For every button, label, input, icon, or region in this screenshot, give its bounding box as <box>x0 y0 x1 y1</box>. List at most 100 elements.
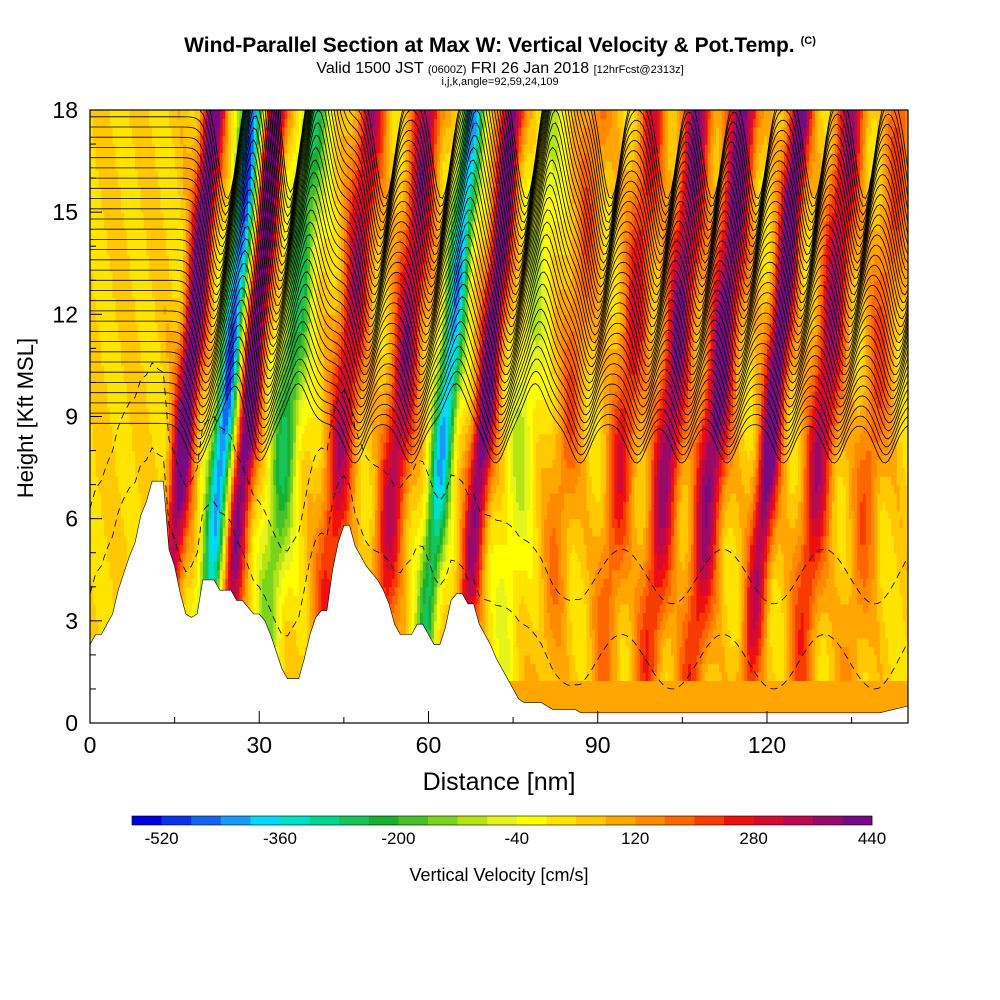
velocity-cell <box>245 552 249 562</box>
velocity-cell <box>152 220 156 230</box>
velocity-cell <box>138 280 142 290</box>
velocity-cell <box>143 118 147 128</box>
velocity-cell <box>132 391 136 401</box>
velocity-cell <box>216 552 221 562</box>
velocity-cell <box>98 178 102 188</box>
velocity-cell <box>98 493 102 503</box>
velocity-cell <box>188 220 193 230</box>
velocity-cell <box>121 416 125 426</box>
velocity-cell <box>126 263 131 273</box>
velocity-cell <box>177 433 181 443</box>
velocity-cell <box>92 620 97 630</box>
velocity-cell <box>202 110 207 120</box>
velocity-cell <box>98 544 102 554</box>
velocity-cell <box>202 322 207 332</box>
velocity-cell <box>270 186 274 196</box>
velocity-cell <box>208 391 212 401</box>
velocity-cell <box>157 467 162 477</box>
velocity-cell <box>149 322 153 332</box>
velocity-cell <box>259 501 263 511</box>
velocity-cell <box>146 339 150 349</box>
velocity-cell <box>109 399 114 409</box>
velocity-cell <box>222 493 226 503</box>
velocity-cell <box>205 195 209 205</box>
velocity-cell <box>109 127 114 137</box>
velocity-cell <box>200 476 204 486</box>
velocity-cell <box>174 408 178 418</box>
velocity-cell <box>166 356 170 366</box>
velocity-cell <box>239 467 243 477</box>
velocity-cell <box>194 493 198 503</box>
velocity-cell <box>225 408 229 418</box>
velocity-cell <box>121 135 125 145</box>
velocity-cell <box>228 518 232 528</box>
velocity-cell <box>174 220 178 230</box>
velocity-cell <box>95 297 99 307</box>
velocity-cell <box>259 195 263 205</box>
velocity-cell <box>188 110 193 120</box>
velocity-cell <box>135 135 139 145</box>
velocity-cell <box>200 433 204 443</box>
velocity-cell <box>154 391 159 401</box>
velocity-cell <box>281 467 286 477</box>
velocity-cell <box>239 331 243 341</box>
velocity-cell <box>222 348 226 358</box>
velocity-cell <box>101 569 105 579</box>
velocity-cell <box>118 314 122 324</box>
velocity-cell <box>129 127 133 137</box>
velocity-cell <box>90 391 94 401</box>
velocity-cell <box>264 297 269 307</box>
velocity-cell <box>118 127 122 137</box>
velocity-cell <box>200 305 204 315</box>
velocity-cell <box>106 356 111 366</box>
velocity-cell <box>180 271 184 281</box>
velocity-cell <box>236 178 241 188</box>
velocity-cell <box>121 450 125 460</box>
velocity-cell <box>279 612 283 622</box>
velocity-cell <box>177 425 181 435</box>
velocity-cell <box>171 510 176 520</box>
velocity-cell <box>106 578 111 588</box>
velocity-cell <box>248 314 252 324</box>
velocity-cell <box>279 518 283 528</box>
velocity-cell <box>191 322 195 332</box>
velocity-cell <box>146 442 150 452</box>
velocity-cell <box>121 339 125 349</box>
velocity-cell <box>95 373 99 383</box>
velocity-cell <box>233 348 238 358</box>
velocity-cell <box>267 442 272 452</box>
velocity-cell <box>185 484 190 494</box>
velocity-cell <box>214 416 218 426</box>
velocity-cell <box>233 476 238 486</box>
velocity-cell <box>154 322 159 332</box>
velocity-cell <box>90 135 94 145</box>
velocity-cell <box>219 510 224 520</box>
velocity-cell <box>208 229 212 239</box>
velocity-cell <box>253 518 257 528</box>
velocity-cell <box>138 135 142 145</box>
velocity-cell <box>205 280 209 290</box>
velocity-cell <box>146 331 150 341</box>
velocity-cell <box>245 220 249 230</box>
velocity-cell <box>225 501 229 511</box>
velocity-cell <box>242 212 246 222</box>
velocity-cell <box>228 271 232 281</box>
velocity-cell <box>163 425 167 435</box>
velocity-cell <box>123 518 128 528</box>
velocity-cell <box>106 152 111 162</box>
velocity-cell <box>231 552 235 562</box>
velocity-cell <box>248 229 252 239</box>
velocity-cell <box>270 416 274 426</box>
velocity-cell <box>106 169 111 179</box>
velocity-cell <box>129 527 133 537</box>
velocity-cell <box>90 467 94 477</box>
velocity-cell <box>171 450 176 460</box>
velocity-cell <box>104 178 108 188</box>
velocity-cell <box>171 484 176 494</box>
velocity-cell <box>90 433 94 443</box>
velocity-cell <box>267 271 272 281</box>
velocity-cell <box>273 305 277 315</box>
velocity-cell <box>188 178 193 188</box>
velocity-cell <box>185 161 190 171</box>
velocity-cell <box>132 110 136 120</box>
